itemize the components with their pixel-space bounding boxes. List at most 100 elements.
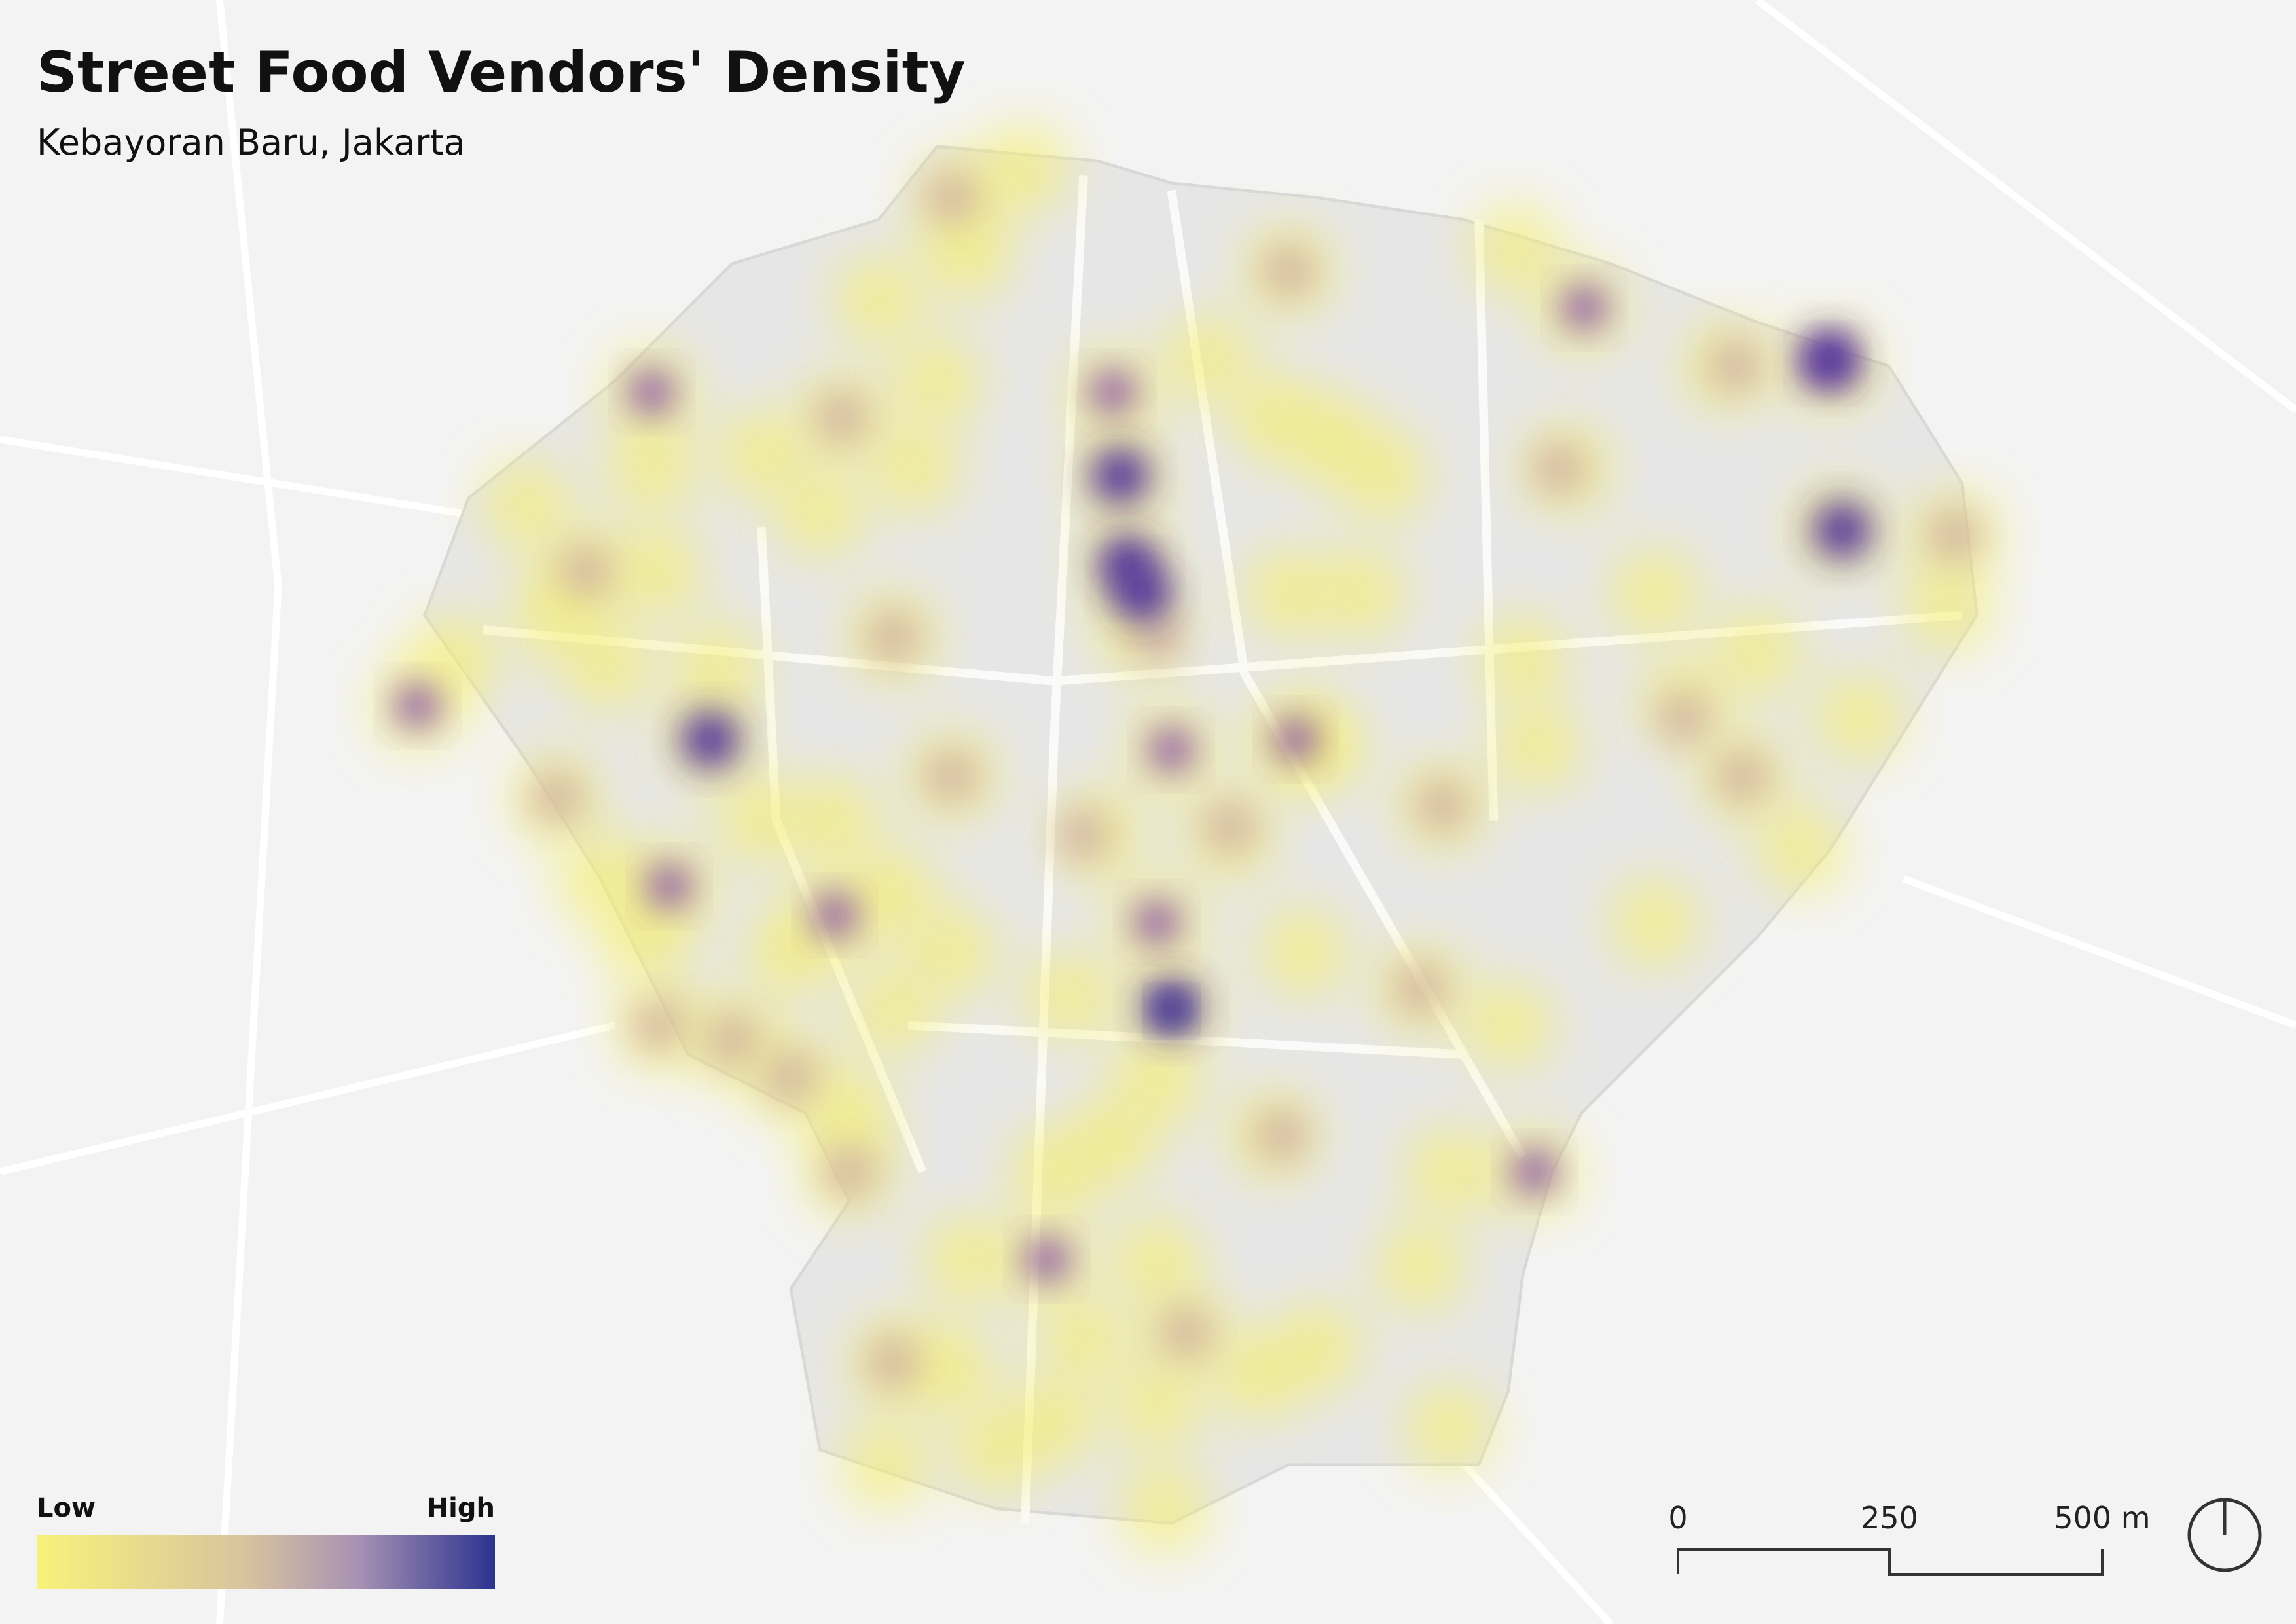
density-high (1512, 1149, 1557, 1194)
density-mid (815, 391, 869, 444)
density-low (922, 1215, 1011, 1304)
density-low (1164, 314, 1252, 403)
density-low (1273, 1303, 1362, 1392)
density-mid (1057, 808, 1110, 862)
density-low (1406, 1128, 1494, 1216)
density-mid (1533, 442, 1586, 495)
density-mid (1130, 610, 1184, 664)
density-mid (632, 999, 685, 1052)
density-low (1112, 1215, 1201, 1304)
density-high (1273, 717, 1318, 762)
north-arrow (2187, 1498, 2262, 1572)
density-high (1091, 370, 1135, 415)
density-peak (1091, 447, 1150, 506)
density-mid (764, 1050, 818, 1103)
density-high (1562, 286, 1607, 330)
density-low (1245, 549, 1333, 637)
density-low (893, 337, 981, 425)
density-mid (925, 171, 979, 225)
map-title: Street Food Vendors' Density (37, 40, 966, 105)
density-low (1120, 1464, 1209, 1553)
density-low (483, 461, 572, 549)
density-low (1903, 564, 1992, 652)
density-peak (1112, 564, 1172, 623)
density-peak (1156, 995, 1186, 1025)
density-mid (1928, 508, 1982, 561)
density-mid (1716, 750, 1769, 803)
density-mid (706, 1013, 759, 1067)
density-mid (1262, 244, 1315, 298)
density-low (1493, 703, 1582, 791)
density-low (1317, 549, 1406, 637)
density-low (842, 1420, 930, 1509)
density-low (1259, 908, 1347, 996)
density-low (849, 967, 938, 1055)
density-low (834, 256, 923, 344)
density-low (1611, 549, 1699, 637)
density-mid (530, 771, 583, 825)
density-high (395, 684, 439, 728)
scale-label: 250 (1861, 1500, 1918, 1536)
density-low (1478, 615, 1567, 703)
density-low (790, 776, 879, 864)
density-high (629, 370, 674, 415)
density-high (1025, 1237, 1069, 1282)
density-low (564, 622, 652, 710)
density-mid (1394, 962, 1447, 1015)
density-mid (559, 545, 612, 598)
density-low (673, 622, 762, 710)
density-low (1757, 805, 1846, 894)
scale-label: 0 (1668, 1500, 1687, 1536)
density-low (1406, 1384, 1494, 1472)
density-mid (925, 750, 979, 803)
density-low (776, 468, 864, 557)
density-high (647, 864, 691, 908)
heatmap (373, 124, 1999, 1553)
density-high (1149, 728, 1194, 772)
density-low (1376, 1223, 1465, 1311)
density-low (922, 212, 1011, 301)
density-low (717, 776, 806, 864)
density-mid (1657, 691, 1711, 745)
density-low (717, 410, 806, 498)
density-low (1471, 205, 1559, 293)
density-low (1815, 673, 1904, 762)
density-high (812, 893, 857, 938)
density-low (1039, 1296, 1128, 1384)
density-low (1464, 981, 1552, 1069)
legend-gradient (37, 1535, 495, 1589)
legend-low: Low (37, 1493, 96, 1523)
scale-label: 500 m (2054, 1500, 2150, 1536)
density-low (1025, 951, 1113, 1040)
density-low (871, 424, 959, 513)
map-subtitle: Kebayoran Baru, Jakarta (37, 122, 465, 163)
density-low (1339, 432, 1428, 520)
density-peak (1812, 500, 1872, 560)
density-low (951, 1406, 1040, 1494)
density-low (907, 1325, 996, 1414)
density-low (1713, 608, 1802, 696)
density-peak (1801, 329, 1860, 388)
density-low (615, 527, 703, 616)
density-low (1112, 1039, 1201, 1128)
density-mid (1254, 1109, 1308, 1162)
density-mid (1159, 1306, 1212, 1359)
density-low (981, 124, 1069, 213)
density-mid (867, 610, 920, 664)
density-high (1135, 900, 1179, 945)
density-mid (1709, 339, 1762, 393)
density-low (608, 424, 696, 513)
density-low (1611, 878, 1699, 967)
density-low (907, 908, 996, 996)
density-low (1112, 1362, 1201, 1450)
density-peak (681, 710, 740, 769)
density-mid (1203, 801, 1257, 854)
density-mid (822, 1145, 876, 1198)
density-mid (867, 1335, 920, 1389)
scale-bar (1677, 1548, 2104, 1576)
legend-high: High (427, 1493, 495, 1523)
density-mid (1415, 779, 1469, 832)
